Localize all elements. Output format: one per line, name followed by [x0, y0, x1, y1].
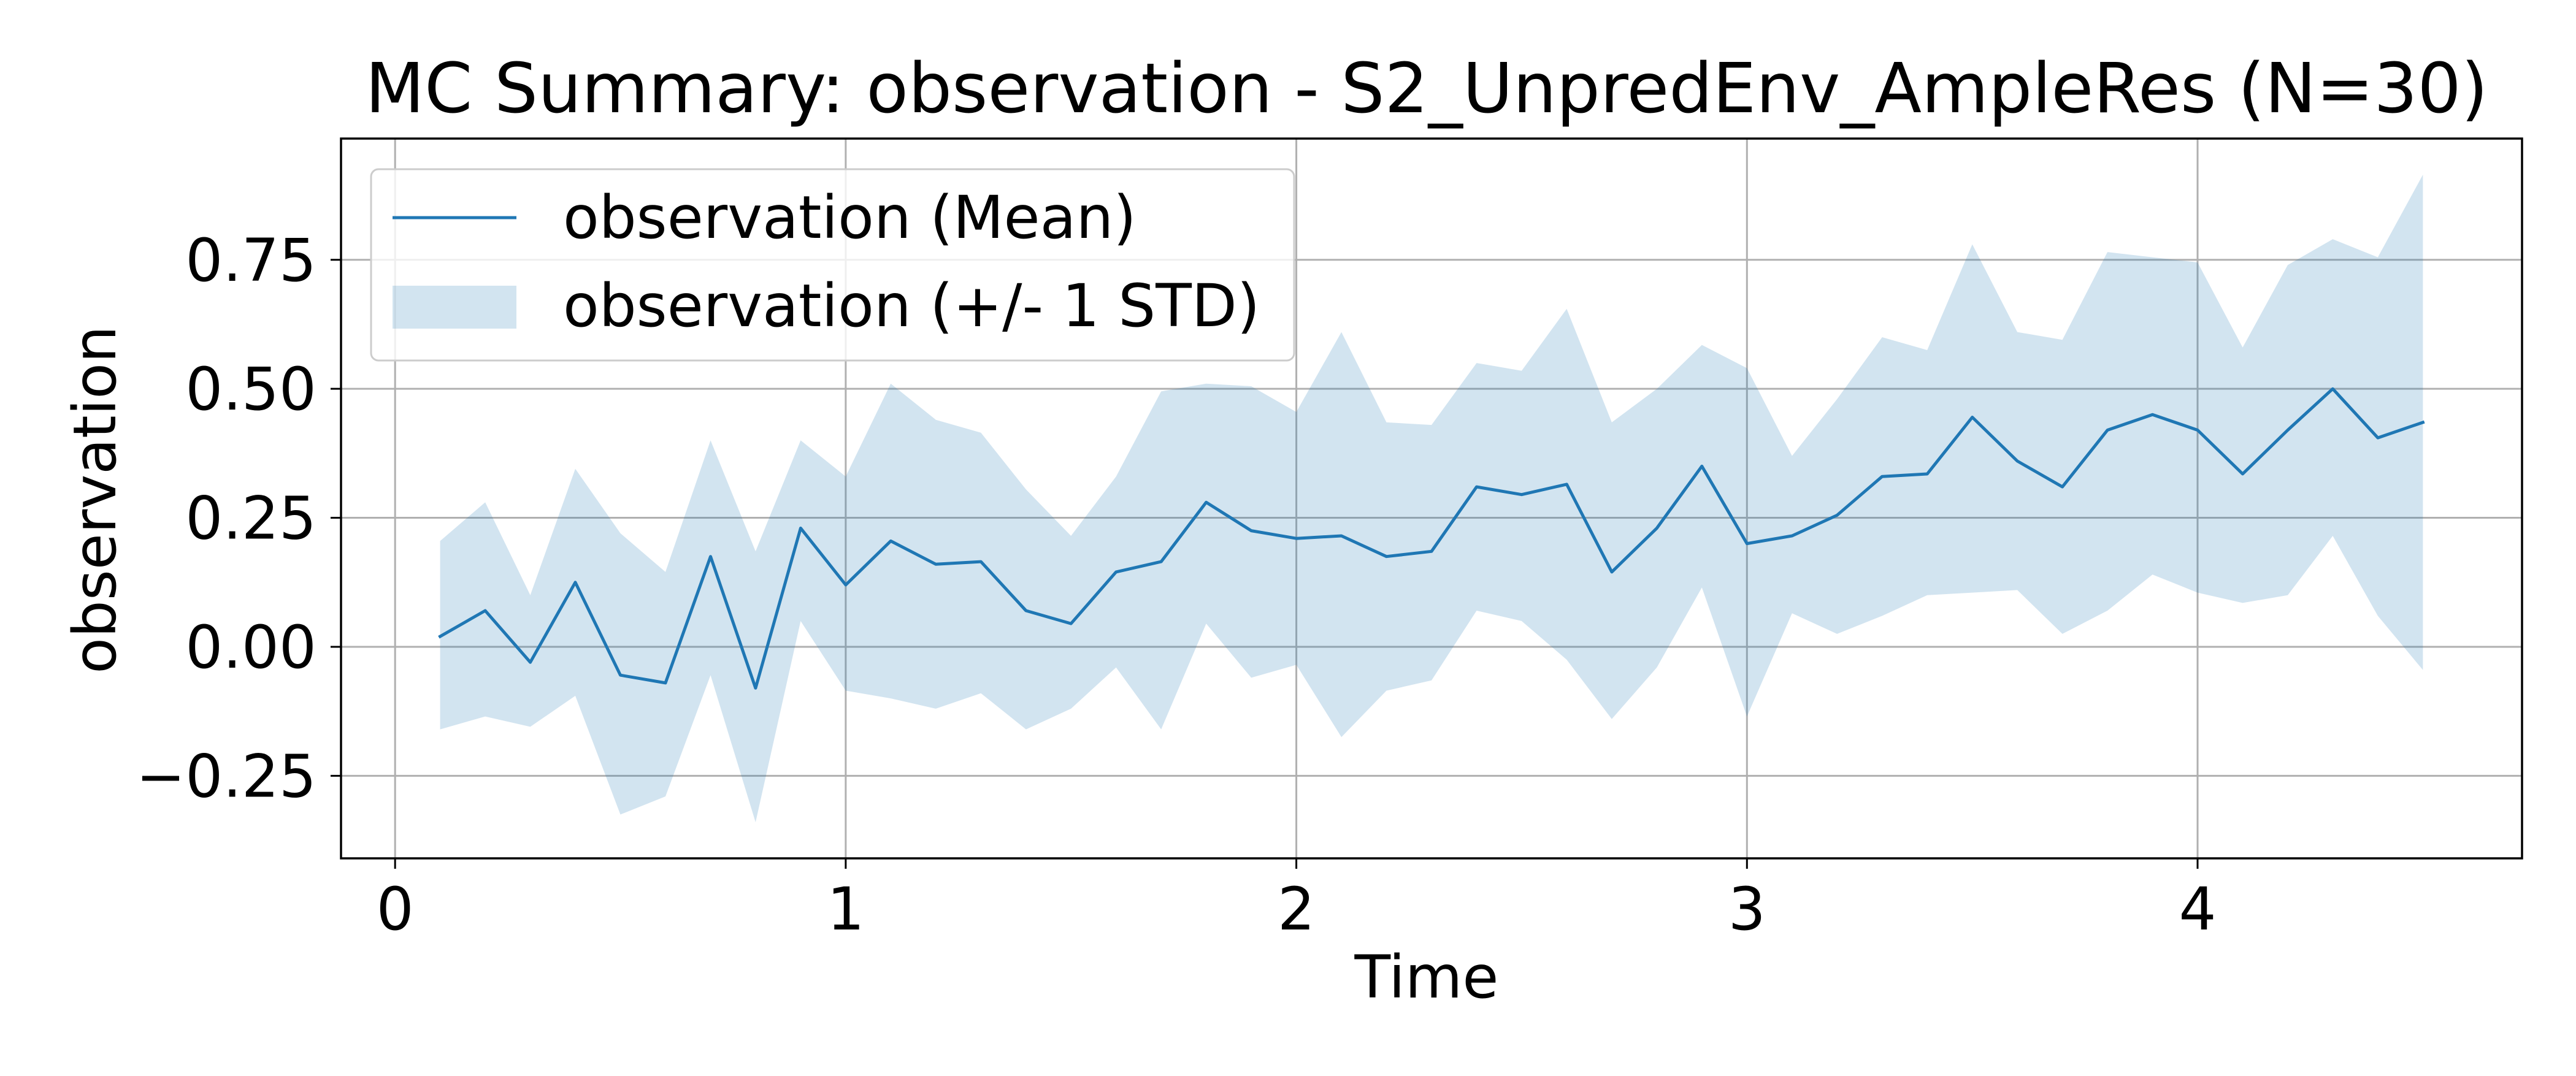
y-tick-label: 0.50 [185, 355, 316, 424]
x-axis-label: Time [1354, 943, 1499, 1012]
mean-line [438, 387, 2425, 690]
chart-title: MC Summary: observation - S2_UnpredEnv_A… [366, 49, 2488, 129]
y-tick-label: −0.25 [136, 742, 316, 811]
legend-box [370, 168, 1295, 362]
legend-label-std: observation (+/- 1 STD) [563, 272, 1260, 340]
legend: observation (Mean) observation (+/- 1 ST… [370, 168, 1295, 362]
axis-ticks: 0 1 2 3 4 −0.25 0.00 0.25 0.50 0.75 [136, 226, 2217, 944]
legend-label-mean: observation (Mean) [563, 183, 1137, 252]
std-band [440, 174, 2423, 823]
x-tick-label: 3 [1728, 875, 1766, 944]
y-tick-label: 0.00 [185, 613, 316, 682]
x-tick-label: 2 [1278, 875, 1315, 944]
y-tick-label: 0.25 [185, 484, 316, 553]
grid-lines [341, 139, 2522, 858]
y-tick-label: 0.75 [185, 226, 316, 295]
plot-frame [340, 137, 2523, 860]
x-tick-label: 1 [827, 875, 864, 944]
x-tick-label: 4 [2179, 875, 2216, 944]
mean-line-layer [438, 387, 2425, 690]
x-tick-label: 0 [377, 875, 414, 944]
legend-swatch-std [393, 286, 516, 329]
std-band-layer [440, 174, 2423, 823]
y-axis-label: observation [61, 326, 129, 674]
